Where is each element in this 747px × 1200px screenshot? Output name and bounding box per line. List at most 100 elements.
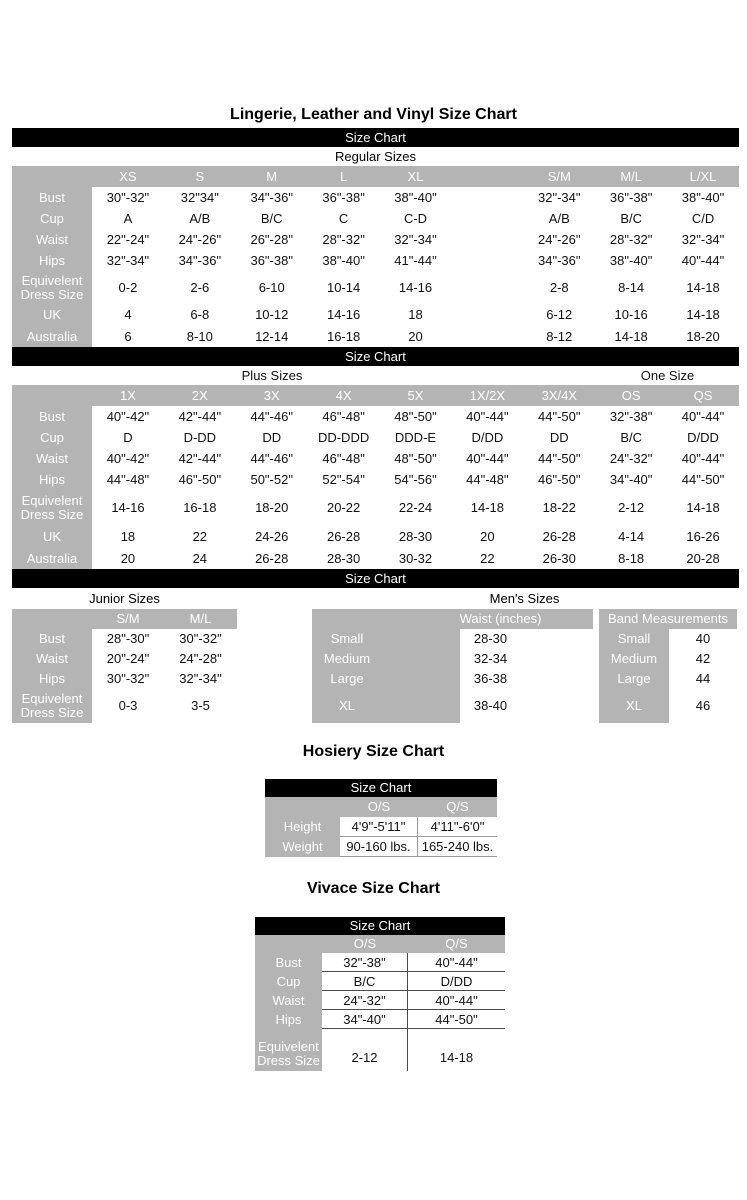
value-cell: 18-20	[667, 326, 739, 347]
column-header: OS	[621, 388, 641, 403]
value-cell: 48"-50"	[379, 406, 452, 427]
table-row: Equivelent Dress Size 0-3 3-5	[12, 689, 237, 723]
junior-sizes-subtitle: Junior Sizes	[89, 591, 160, 606]
value-cell: 2-12	[322, 1029, 408, 1071]
value-cell: 26-28	[523, 526, 596, 548]
size-chart-bar: Size Chart	[255, 917, 505, 935]
hosiery-size-chart-title: Hosiery Size Chart	[302, 743, 445, 760]
column-header: Q/S	[445, 936, 468, 951]
table-row: Cup B/C D/DD	[255, 972, 505, 991]
main-size-charts: Size Chart Regular Sizes XS S M L XL S/M M/L L/…	[12, 128, 739, 588]
value-cell: 28"-32"	[307, 229, 380, 250]
value-cell: 20	[92, 548, 164, 569]
row-label: Equivelent Dress Size	[12, 490, 92, 526]
value-cell: C/D	[667, 208, 739, 229]
header-row: O/S Q/S	[265, 797, 497, 817]
waist-header: Waist (inches)	[312, 609, 593, 629]
value-cell: 36"-38"	[235, 250, 308, 271]
value-cell: 24"-26"	[523, 229, 596, 250]
value-cell: 28"-32"	[595, 229, 668, 250]
value-cell: DD	[235, 427, 308, 448]
row-label: Bust	[12, 406, 92, 427]
table-row: Cup A A/B B/C C C-D A/B B/C C/D	[12, 208, 739, 229]
size-label: XL	[312, 689, 460, 723]
value-cell: 18-22	[523, 490, 596, 526]
row-label: Waist	[12, 229, 92, 250]
header-spacer	[265, 797, 340, 817]
header-spacer	[12, 166, 92, 187]
row-label: Cup	[255, 972, 322, 991]
table-row: Cup D D-DD DD DD-DDD DDD-E D/DD DD B/C D/DD	[12, 427, 739, 448]
table-row: Hips 32"-34" 34"-36" 36"-38" 38"-40" 41"-44" 3…	[12, 250, 739, 271]
value-cell: 40"-42"	[92, 406, 164, 427]
waist-value: 28-30	[460, 629, 593, 649]
value-cell: 36"-38"	[307, 187, 380, 208]
row-label: Australia	[12, 548, 92, 569]
spacer-cell	[451, 229, 524, 250]
value-cell: 4	[92, 304, 164, 326]
value-cell: 34"-36"	[523, 250, 596, 271]
value-cell: 40"-44"	[667, 448, 739, 469]
value-cell: 40"-44"	[451, 406, 524, 427]
junior-and-mens-section: Junior Sizes S/M M/L Bust 28"-30" 30"-32" Wai…	[0, 588, 747, 723]
column-header: O/S	[367, 799, 391, 814]
value-cell: B/C	[595, 427, 668, 448]
value-cell: 44"-46"	[235, 406, 308, 427]
regular-sizes-subtitle: Regular Sizes	[335, 149, 416, 164]
value-cell: 46"-50"	[523, 469, 596, 490]
value-cell: D/DD	[408, 972, 505, 991]
table-row: Large 36-38 Large 44	[312, 669, 737, 689]
header-gap	[593, 609, 599, 629]
table-row: Waist 24"-32" 40"-44"	[255, 991, 505, 1010]
row-label: Australia	[12, 326, 92, 347]
value-cell: 4'11"-6'0"	[418, 817, 497, 837]
value-cell: D/DD	[451, 427, 524, 448]
column-gap	[593, 669, 599, 689]
vivace-size-chart-block: Size Chart O/S Q/S Bust 32"-38" 40"-44" Cup B/…	[255, 917, 505, 1071]
value-cell: A	[92, 208, 164, 229]
hosiery-size-table: O/S Q/S Height 4'9"-5'11" 4'11"-6'0" Weight 90…	[265, 797, 497, 857]
table-row: Weight 90-160 lbs. 165-240 lbs.	[265, 837, 497, 857]
table-row: Bust 32"-38" 40"-44"	[255, 953, 505, 972]
table-row: Equivelent Dress Size 0-2 2-6 6-10 10-14 14-1…	[12, 271, 739, 304]
value-cell: 6	[92, 326, 164, 347]
table-row: Australia 6 8-10 12-14 16-18 20 8-12 14-18 18-20	[12, 326, 739, 347]
column-header: M/L	[620, 169, 642, 184]
band-value: 40	[669, 629, 737, 649]
value-cell: 34"-40"	[322, 1010, 408, 1029]
plus-sizes-subtitle-row: Plus Sizes One Size	[12, 366, 739, 385]
value-cell: 30-32	[379, 548, 452, 569]
value-cell: 32"-34"	[164, 669, 237, 689]
value-cell: 42"-44"	[163, 406, 236, 427]
mens-sizes-block: Men's Sizes Waist (inches) Band Measureme…	[312, 588, 737, 723]
header-gap	[451, 166, 523, 187]
row-label: Equivelent Dress Size	[12, 271, 92, 304]
value-cell: 14-16	[307, 304, 380, 326]
column-gap	[593, 649, 599, 669]
mens-sizes-subtitle: Men's Sizes	[489, 591, 560, 606]
value-cell: 40"-44"	[667, 406, 739, 427]
value-cell: 46"-48"	[307, 406, 380, 427]
value-cell: 30"-32"	[92, 187, 164, 208]
table-row: Hips 30"-32" 32"-34"	[12, 669, 237, 689]
value-cell: 20	[379, 326, 452, 347]
value-cell: 4'9"-5'11"	[340, 817, 418, 837]
column-header: L	[339, 169, 348, 184]
table-row: Height 4'9"-5'11" 4'11"-6'0"	[265, 817, 497, 837]
value-cell: 2-6	[163, 271, 236, 304]
value-cell: 22	[163, 526, 236, 548]
value-cell: 10-16	[595, 304, 668, 326]
value-cell: 38"-40"	[307, 250, 380, 271]
plus-sizes-subtitle: Plus Sizes	[241, 368, 303, 383]
value-cell: D/DD	[667, 427, 739, 448]
row-label: Weight	[265, 837, 340, 857]
value-cell: 40"-44"	[451, 448, 524, 469]
value-cell: 50"-52"	[235, 469, 308, 490]
row-label: Cup	[12, 427, 92, 448]
value-cell: 20"-24"	[92, 649, 164, 669]
value-cell: DDD-E	[379, 427, 452, 448]
value-cell: 26"-28"	[235, 229, 308, 250]
value-cell: 36"-38"	[595, 187, 668, 208]
vivace-size-table: O/S Q/S Bust 32"-38" 40"-44" Cup B/C D/DD Waist 2…	[255, 935, 505, 1071]
page-title-text: Lingerie, Leather and Vinyl Size Chart	[230, 106, 517, 123]
